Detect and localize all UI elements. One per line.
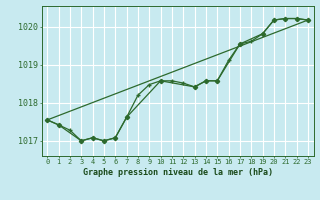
X-axis label: Graphe pression niveau de la mer (hPa): Graphe pression niveau de la mer (hPa) — [83, 168, 273, 177]
